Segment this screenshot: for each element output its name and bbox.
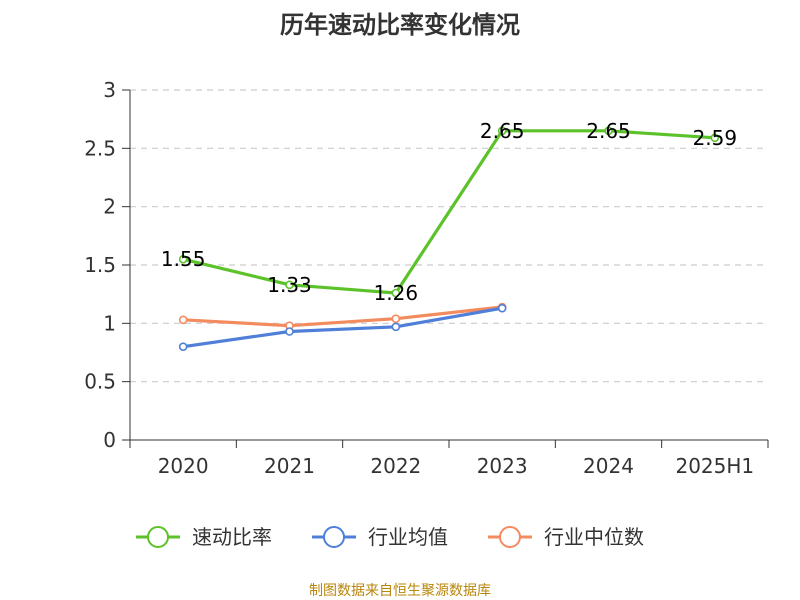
x-tick-label: 2021 [264, 454, 315, 478]
legend-item-2[interactable]: 行业均值 [312, 525, 448, 549]
x-tick-label: 2022 [370, 454, 421, 478]
data-point [497, 303, 507, 313]
data-point [391, 288, 401, 298]
data-point [178, 315, 188, 325]
series-line [183, 305, 503, 328]
x-tick-label: 2025H1 [675, 454, 754, 478]
data-point [391, 314, 401, 323]
data-label: 1.26 [374, 281, 419, 305]
legend-item-1[interactable]: 速动比率 [136, 525, 272, 549]
data-label: 2.65 [480, 119, 525, 143]
source-note: 制图数据来自恒生聚源数据库 [309, 583, 491, 599]
x-tick-label: 2024 [583, 454, 634, 478]
legend-swatch-marker [323, 526, 345, 548]
y-tick-label: 1 [103, 311, 116, 335]
legend-swatch-marker [147, 526, 169, 548]
y-tick-label: 1.5 [84, 253, 116, 277]
data-label: 2.65 [586, 119, 631, 143]
y-tick-label: 2 [103, 195, 116, 219]
legend-label: 行业中位数 [544, 525, 644, 549]
series-line [182, 129, 715, 295]
legend-label: 行业均值 [368, 525, 448, 549]
data-point [391, 322, 401, 332]
data-point [497, 126, 507, 136]
data-point [604, 126, 613, 136]
series-2 [178, 303, 507, 351]
legend-label: 速动比率 [192, 525, 272, 549]
y-tick-label: 2.5 [84, 136, 116, 160]
data-point [285, 327, 294, 336]
grid [130, 89, 768, 383]
data-labels: 1.55 1.33 1.26 2.65 2.65 2.59 [161, 119, 737, 305]
legend-swatch-marker [499, 526, 521, 548]
axes: 0 0.5 1 1.5 2 2.5 3 2020 2021 2022 2023 2024 2025H1 [84, 78, 769, 478]
y-tick-label: 3 [103, 78, 116, 102]
data-label: 1.55 [161, 247, 206, 271]
data-label: 1.33 [267, 273, 312, 297]
data-point [178, 342, 188, 351]
y-tick-label: 0 [103, 428, 116, 452]
data-point [178, 254, 188, 264]
y-tick-label: 0.5 [84, 370, 116, 394]
x-tick-label: 2020 [158, 454, 209, 478]
data-point [710, 133, 720, 143]
data-point [285, 280, 294, 290]
legend-item-3[interactable]: 行业中位数 [488, 525, 644, 549]
legend: 速动比率 行业均值 行业中位数 [136, 525, 644, 549]
series-layer [178, 126, 720, 351]
chart-title: 历年速动比率变化情况 [280, 11, 520, 39]
series-line [182, 306, 503, 349]
data-label: 2.59 [693, 126, 738, 150]
x-tick-label: 2023 [477, 454, 528, 478]
series-1 [178, 126, 720, 298]
